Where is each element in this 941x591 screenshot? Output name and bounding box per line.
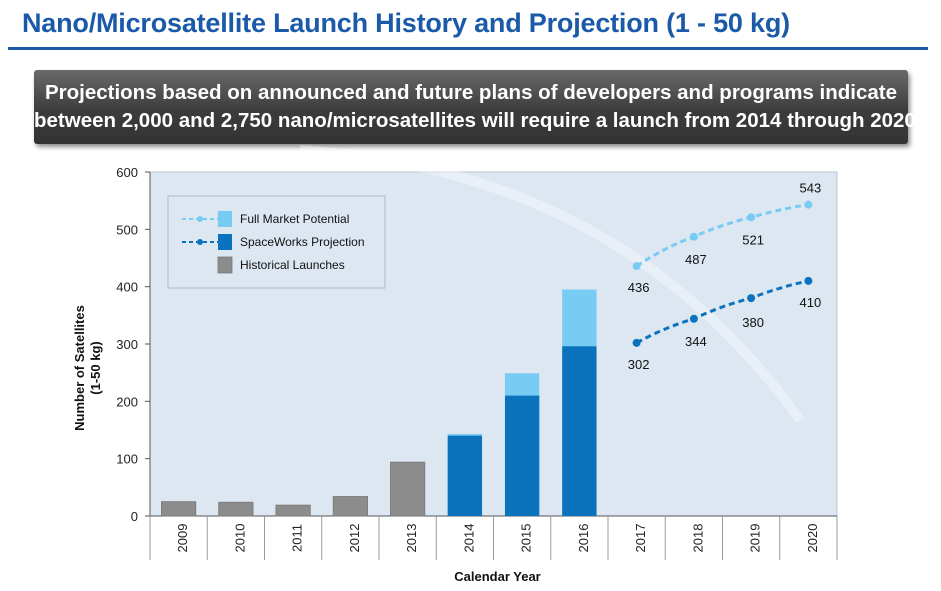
x-tick-label: 2017 xyxy=(633,524,648,553)
x-tick-label: 2012 xyxy=(347,524,362,553)
data-label-spaceworks-projection-2020: 410 xyxy=(800,295,822,310)
bar-historical-2011 xyxy=(275,504,311,517)
x-tick-label: 2010 xyxy=(232,524,247,553)
x-tick-label: 2020 xyxy=(805,524,820,553)
data-label-spaceworks-projection-2018: 344 xyxy=(685,334,707,349)
y-tick-label: 400 xyxy=(116,280,138,295)
y-axis-title-line-1: Number of Satellites xyxy=(72,305,87,431)
x-axis-title: Calendar Year xyxy=(454,569,540,584)
summary-banner: Projections based on announced and futur… xyxy=(34,70,916,144)
bar-spaceworks-2015 xyxy=(504,395,540,516)
data-label-spaceworks-projection-2019: 380 xyxy=(742,315,764,330)
banner-line-1: Projections based on announced and futur… xyxy=(44,81,898,104)
y-axis-title-line-2: (1-50 kg) xyxy=(88,341,103,394)
banner-line-2: between 2,000 and 2,750 nano/microsatell… xyxy=(34,109,916,132)
y-tick-label: 200 xyxy=(116,394,138,409)
legend-label-historical-launches: Historical Launches xyxy=(240,258,345,272)
legend-label-spaceworks-projection: SpaceWorks Projection xyxy=(240,235,365,249)
data-label-spaceworks-projection-2017: 302 xyxy=(628,357,650,372)
bar-spaceworks-2016 xyxy=(562,346,597,516)
x-tick-label: 2009 xyxy=(175,524,190,553)
bar-historical-2013 xyxy=(390,461,426,517)
data-label-full-market-potential-2019: 521 xyxy=(742,232,764,247)
legend-dot-full-market-potential xyxy=(197,216,203,222)
y-tick-label: 500 xyxy=(116,222,138,237)
x-tick-label: 2015 xyxy=(519,524,534,553)
line-full-market-potential xyxy=(635,203,809,268)
point-full-market-potential-2019 xyxy=(747,213,756,222)
x-tick-label: 2019 xyxy=(748,524,763,553)
point-full-market-potential-2018 xyxy=(689,232,698,241)
page-title: Nano/Microsatellite Launch History and P… xyxy=(22,8,790,38)
data-label-full-market-potential-2020: 543 xyxy=(800,181,822,196)
point-full-market-potential-2017 xyxy=(632,262,641,271)
legend-swatch-spaceworks-projection xyxy=(218,234,232,250)
point-full-market-potential-2020 xyxy=(804,200,813,209)
point-spaceworks-projection-2019 xyxy=(747,294,756,303)
y-tick-label: 300 xyxy=(116,337,138,352)
point-spaceworks-projection-2020 xyxy=(804,276,813,285)
y-tick-label: 0 xyxy=(131,509,138,524)
background-swoosh xyxy=(299,145,805,423)
x-tick-label: 2013 xyxy=(404,524,419,553)
point-spaceworks-projection-2017 xyxy=(632,338,641,347)
x-tick-label: 2011 xyxy=(290,524,305,552)
bar-historical-2009 xyxy=(161,501,197,517)
y-tick-label: 100 xyxy=(116,452,138,467)
line-spaceworks-projection xyxy=(635,279,809,345)
y-tick-label: 600 xyxy=(116,165,138,180)
point-spaceworks-projection-2018 xyxy=(689,314,698,323)
x-tick-label: 2018 xyxy=(690,524,705,553)
x-tick-label: 2016 xyxy=(576,524,591,553)
data-label-full-market-potential-2017: 436 xyxy=(628,280,650,295)
x-tick-label: 2014 xyxy=(461,524,476,553)
bar-spaceworks-2014 xyxy=(447,435,483,516)
title-divider xyxy=(8,47,928,50)
bar-historical-2012 xyxy=(332,496,368,517)
bar-historical-2010 xyxy=(218,501,254,517)
legend-label-full-market-potential: Full Market Potential xyxy=(240,212,349,226)
data-label-full-market-potential-2018: 487 xyxy=(685,252,707,267)
legend-dot-spaceworks-projection xyxy=(197,239,203,245)
legend-swatch-historical-launches xyxy=(217,256,233,274)
legend-swatch-full-market-potential xyxy=(218,211,232,227)
